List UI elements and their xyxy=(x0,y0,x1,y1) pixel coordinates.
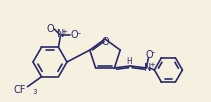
Text: O: O xyxy=(101,37,109,47)
Text: O: O xyxy=(71,30,78,40)
Text: 3: 3 xyxy=(32,89,37,95)
Text: +: + xyxy=(149,62,155,68)
Text: O: O xyxy=(47,24,54,34)
Text: +: + xyxy=(62,29,68,35)
Text: -: - xyxy=(77,29,81,38)
Text: -: - xyxy=(152,48,155,57)
Text: H: H xyxy=(127,57,132,66)
Text: CF: CF xyxy=(13,85,26,95)
Text: N: N xyxy=(57,29,64,39)
Text: O: O xyxy=(146,50,153,60)
Text: N: N xyxy=(144,63,151,73)
